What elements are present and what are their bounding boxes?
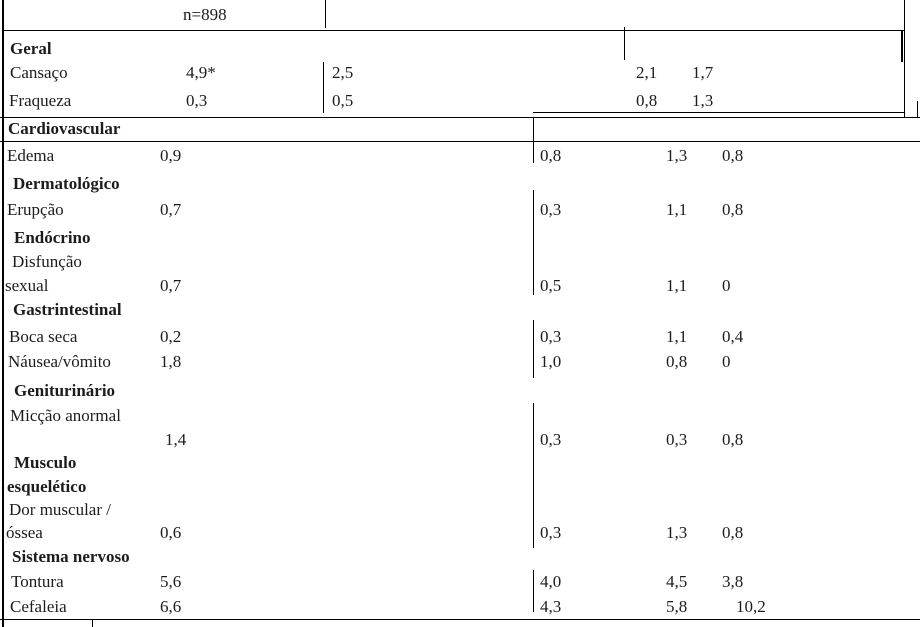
rule-above-cardiovascular (0, 117, 920, 118)
row-label-disfuncao-line2: sexual (5, 276, 49, 295)
cell-cansaco-v4: 1,7 (692, 63, 714, 82)
rule-col-n-header (325, 0, 326, 28)
section-title-geniturinario: Geniturinário (14, 381, 116, 400)
cell-dor-muscular-v1: 0,6 (160, 523, 182, 542)
row-label-disfuncao-line1: Disfunção (12, 252, 82, 271)
rule-table-bottom (0, 619, 920, 620)
cell-fraqueza-v4: 1,3 (692, 91, 714, 110)
row-label-dor-muscular-line1: Dor muscular / (9, 500, 111, 519)
rule-right-border-top (904, 0, 905, 117)
cell-dor-muscular-v3: 1,3 (666, 523, 688, 542)
cell-miccao-v2: 0,3 (540, 430, 562, 449)
cell-boca-seca-v1: 0,2 (160, 327, 182, 346)
section-title-dermatologico: Dermatológico (13, 174, 120, 193)
section-title-musculo-line2: esquelético (7, 477, 87, 496)
rule-right-border-thick (901, 31, 903, 62)
cell-tontura-v2: 4,0 (540, 572, 562, 591)
cell-fraqueza-v2: 0,5 (332, 91, 354, 110)
cell-cefaleia-v3: 5,8 (666, 597, 688, 616)
cell-nausea-v3: 0,8 (666, 352, 688, 371)
rule-col2-body-seg3 (533, 320, 534, 378)
cell-nausea-v4: 0 (722, 352, 731, 371)
cell-tontura-v1: 5,6 (160, 572, 182, 591)
rule-col3-geral-header (624, 27, 625, 60)
row-label-miccao: Micção anormal (10, 406, 121, 425)
cell-disfuncao-v2: 0,5 (540, 276, 562, 295)
rule-below-header (2, 30, 904, 31)
cell-erupcao-v3: 1,1 (666, 200, 688, 219)
cell-miccao-v1: 1,4 (165, 430, 187, 449)
section-title-gastrintestinal: Gastrintestinal (13, 300, 122, 319)
row-label-tontura: Tontura (11, 572, 64, 591)
cell-tontura-v4: 3,8 (722, 572, 744, 591)
row-label-cefaleia: Cefaleia (10, 597, 67, 616)
rule-col2-body-seg1 (533, 117, 534, 163)
rule-geral-bottom-right (533, 112, 904, 113)
cell-nausea-v1: 1,8 (160, 352, 182, 371)
rule-col2-body-seg4 (533, 403, 534, 548)
section-title-sistema-nervoso: Sistema nervoso (12, 547, 130, 566)
section-title-endocrino: Endócrino (14, 228, 91, 247)
cell-cansaco-v1: 4,9* (186, 63, 216, 82)
rule-col2-body-seg5 (533, 570, 534, 612)
cell-dor-muscular-v2: 0,3 (540, 523, 562, 542)
cell-cefaleia-v4: 10,2 (736, 597, 766, 616)
rule-left-border (2, 0, 4, 627)
rule-col2-geral (323, 62, 324, 113)
cell-tontura-v3: 4,5 (666, 572, 688, 591)
rule-col2-body-seg2 (533, 190, 534, 295)
cell-edema-v2: 0,8 (540, 146, 562, 165)
row-label-boca-seca: Boca seca (9, 327, 78, 346)
cell-disfuncao-v4: 0 (722, 276, 731, 295)
row-label-cansaco: Cansaço (10, 63, 68, 82)
cell-cefaleia-v2: 4,3 (540, 597, 562, 616)
cell-disfuncao-v1: 0,7 (160, 276, 182, 295)
row-label-erupcao: Erupção (7, 200, 64, 219)
rule-below-cardiovascular (0, 141, 920, 142)
cell-dor-muscular-v4: 0,8 (722, 523, 744, 542)
cell-disfuncao-v3: 1,1 (666, 276, 688, 295)
cell-boca-seca-v2: 0,3 (540, 327, 562, 346)
rule-right-edge-stub (917, 101, 918, 117)
cell-miccao-v4: 0,8 (722, 430, 744, 449)
cell-boca-seca-v4: 0,4 (722, 327, 744, 346)
cell-edema-v1: 0,9 (160, 146, 182, 165)
cell-fraqueza-v1: 0,3 (186, 91, 208, 110)
cell-fraqueza-v3: 0,8 (636, 91, 658, 110)
cell-cansaco-v3: 2,1 (636, 63, 658, 82)
row-label-nausea: Náusea/vômito (8, 352, 111, 371)
cell-boca-seca-v3: 1,1 (666, 327, 688, 346)
rule-next-row-stub (92, 620, 93, 627)
section-title-geral: Geral (10, 39, 52, 58)
cell-nausea-v2: 1,0 (540, 352, 562, 371)
cell-erupcao-v2: 0,3 (540, 200, 562, 219)
row-label-fraqueza: Fraqueza (9, 91, 72, 110)
cell-erupcao-v4: 0,8 (722, 200, 744, 219)
cell-edema-v3: 1,3 (666, 146, 688, 165)
cell-cansaco-v2: 2,5 (332, 63, 354, 82)
section-title-cardiovascular: Cardiovascular (8, 119, 121, 138)
row-label-dor-muscular-line2: óssea (6, 523, 43, 542)
cell-erupcao-v1: 0,7 (160, 200, 182, 219)
cell-edema-v4: 0,8 (722, 146, 744, 165)
section-title-musculo-line1: Musculo (14, 453, 77, 472)
row-label-edema: Edema (7, 146, 55, 165)
cell-cefaleia-v1: 6,6 (160, 597, 182, 616)
column-header-n: n=898 (183, 5, 227, 24)
cell-miccao-v3: 0,3 (666, 430, 688, 449)
